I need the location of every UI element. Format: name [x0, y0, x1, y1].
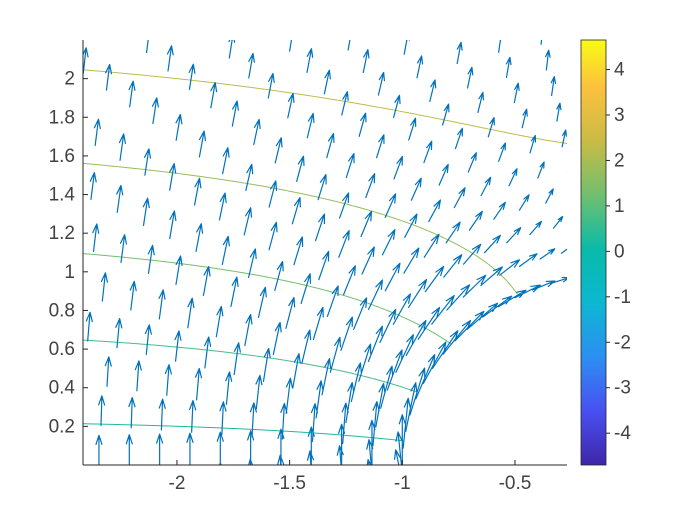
y-tick-label: 1.8	[49, 107, 75, 128]
contour-line-level-1.25	[83, 253, 452, 345]
contour-line-level-1.75	[83, 162, 518, 295]
contour-line-level-0.25	[83, 423, 404, 442]
colorbar-tick-label: 2	[614, 150, 625, 171]
y-tick-label: 1.2	[49, 223, 75, 244]
y-tick-label: 1.4	[49, 185, 76, 206]
colorbar-tick-label: -3	[614, 378, 631, 399]
x-tick-label: -2	[169, 473, 186, 494]
colorbar-tick-label: -4	[614, 423, 631, 444]
y-tick-label: 0.8	[49, 300, 75, 321]
colorbar-tick-label: -2	[614, 332, 631, 353]
y-tick-label: 2	[64, 69, 75, 90]
x-tick-label: -1.5	[273, 473, 306, 494]
x-tick-label: -0.5	[499, 473, 532, 494]
colorbar: 4 3 2 1 0 -1 -2 -3 -4	[580, 39, 631, 466]
y-tick-label: 0.2	[49, 416, 75, 437]
contour-line-level-2.25	[83, 69, 567, 144]
plot-area	[83, 40, 567, 465]
y-tick-label: 1.6	[49, 146, 75, 167]
y-tick-label: 0.4	[49, 378, 76, 399]
contour-line-level-0.75	[83, 339, 418, 393]
x-tick-label: -1	[394, 473, 411, 494]
colorbar-gradient	[580, 39, 607, 466]
y-tick-label: 1	[64, 262, 75, 283]
quiver-arrows	[83, 40, 567, 465]
colorbar-tick-label: 3	[614, 105, 625, 126]
colorbar-tick-label: 0	[614, 241, 625, 262]
colorbar-tick-label: 4	[614, 60, 625, 81]
colorbar-tick-label: 1	[614, 196, 625, 217]
colorbar-tick-label: -1	[614, 287, 631, 308]
contour-lines	[83, 69, 567, 442]
axes: -2 -1.5 -1 -0.5 0.2 0.4 0.6 0.8 1 1.2 1.4 1.6 1.8 2	[49, 40, 567, 494]
y-tick-label: 0.6	[49, 339, 75, 360]
